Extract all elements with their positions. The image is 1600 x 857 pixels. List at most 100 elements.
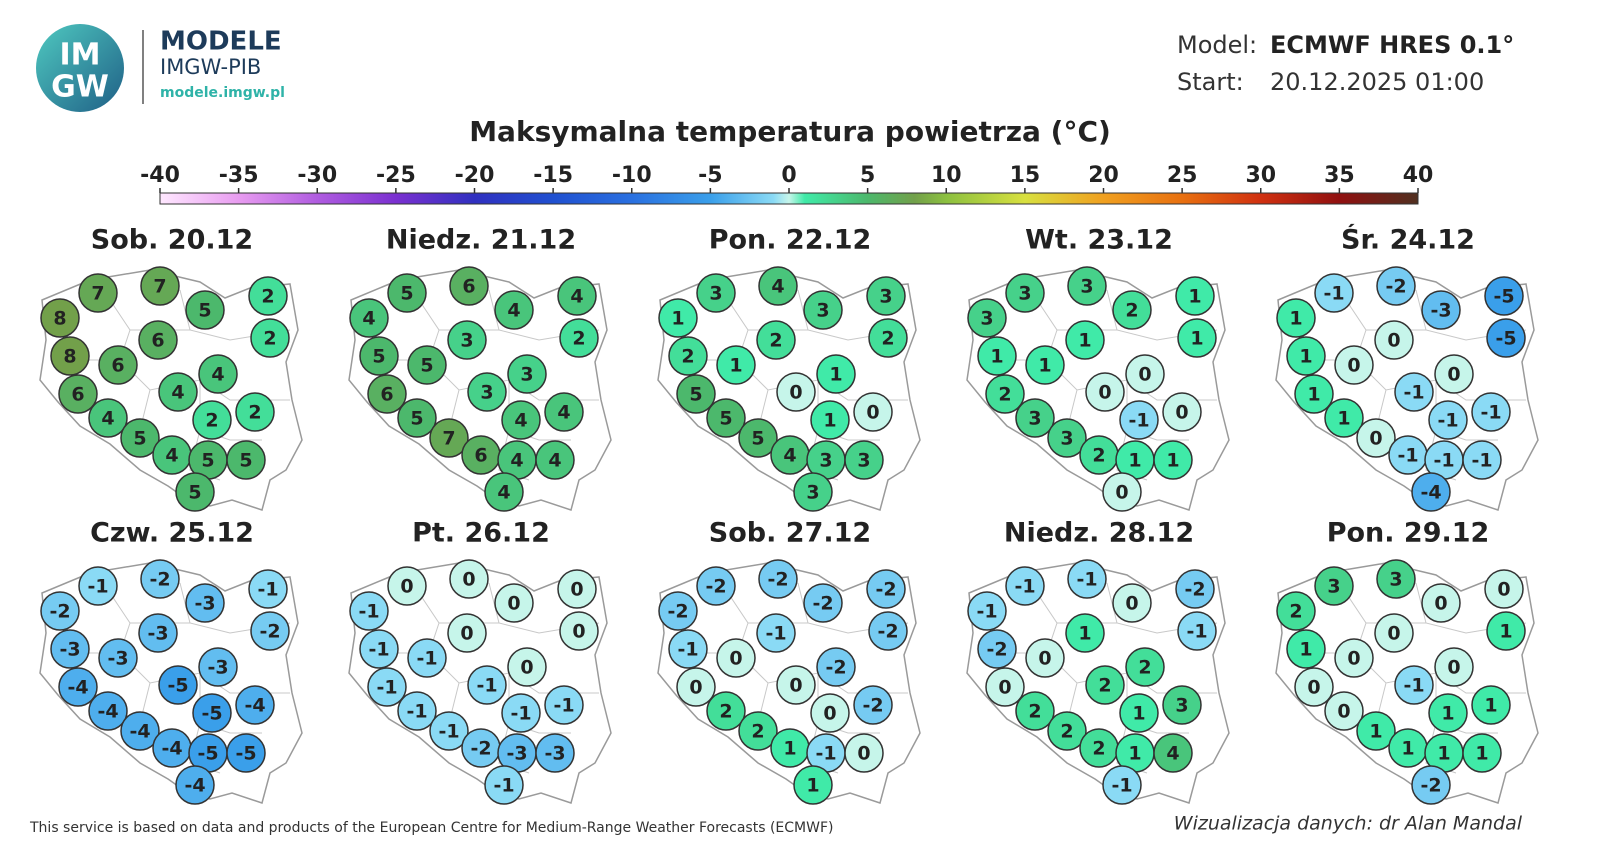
station-value: 4 xyxy=(362,308,375,330)
station-marker xyxy=(1162,685,1202,725)
station-value: 3 xyxy=(879,286,892,308)
logo: IM GW xyxy=(36,24,124,112)
station-value: 4 xyxy=(171,382,184,404)
station-marker xyxy=(484,472,524,512)
station-value: 0 xyxy=(460,623,473,645)
station-marker xyxy=(866,276,906,316)
station-marker xyxy=(1374,320,1414,360)
station-marker xyxy=(40,298,80,338)
station-marker xyxy=(1324,691,1364,731)
station-value: 4 xyxy=(101,408,114,430)
station-marker xyxy=(198,354,238,394)
station-marker xyxy=(676,374,716,414)
station-value: 0 xyxy=(1337,701,1350,723)
station-marker xyxy=(429,711,469,751)
station-marker xyxy=(1334,638,1374,678)
station-value: 1 xyxy=(1038,355,1051,377)
station-marker xyxy=(1334,345,1374,385)
station-marker xyxy=(658,591,698,631)
station-value: 1 xyxy=(783,738,796,760)
station-marker xyxy=(758,559,798,599)
station-marker xyxy=(756,320,796,360)
station-marker xyxy=(138,613,178,653)
station-marker xyxy=(985,374,1025,414)
station-marker xyxy=(668,629,708,669)
station-value: 2 xyxy=(1098,675,1111,697)
station-marker xyxy=(484,765,524,805)
station-marker xyxy=(387,566,427,606)
station-marker xyxy=(235,685,275,725)
station-marker xyxy=(501,693,541,733)
station-value: 1 xyxy=(1441,703,1454,725)
station-value: 5 xyxy=(410,408,423,430)
station-marker xyxy=(738,418,778,458)
station-value: -2 xyxy=(767,569,788,591)
station-value: 5 xyxy=(239,450,252,472)
station-marker xyxy=(447,320,487,360)
station-value: -2 xyxy=(149,569,170,591)
station-value: 4 xyxy=(165,445,178,467)
station-marker xyxy=(853,392,893,432)
station-value: 2 xyxy=(1138,657,1151,679)
station-marker xyxy=(1065,320,1105,360)
station-value: 1 xyxy=(1337,408,1350,430)
station-value: 1 xyxy=(1078,330,1091,352)
station-value: -5 xyxy=(235,743,256,765)
model-label: Model: xyxy=(1177,31,1257,59)
station-marker xyxy=(1428,693,1468,733)
station-value: 5 xyxy=(400,283,413,305)
station-value: 1 xyxy=(806,775,819,797)
station-marker xyxy=(557,276,597,316)
station-marker xyxy=(1421,583,1461,623)
station-marker xyxy=(1153,733,1193,773)
station-marker xyxy=(407,345,447,385)
station-marker xyxy=(853,685,893,725)
station-value: 4 xyxy=(557,402,570,424)
station-value: 0 xyxy=(1098,382,1111,404)
station-value: 4 xyxy=(514,410,527,432)
station-value: 0 xyxy=(400,576,413,598)
station-marker xyxy=(507,647,547,687)
station-marker xyxy=(1286,629,1326,669)
station-value: -1 xyxy=(677,639,698,661)
station-marker xyxy=(1314,566,1354,606)
station-value: 6 xyxy=(462,276,475,298)
station-value: 1 xyxy=(1437,743,1450,765)
station-value: 5 xyxy=(751,428,764,450)
station-marker xyxy=(1411,765,1451,805)
station-value: -3 xyxy=(506,743,527,765)
station-value: -5 xyxy=(1495,328,1516,350)
url[interactable]: modele.imgw.pl xyxy=(160,85,285,101)
colorbar-tick-label: -20 xyxy=(455,163,495,188)
station-value: 1 xyxy=(1484,695,1497,717)
station-value: -3 xyxy=(107,648,128,670)
station-marker xyxy=(1484,276,1524,316)
station-value: 0 xyxy=(1497,579,1510,601)
station-value: 5 xyxy=(201,450,214,472)
station-value: 2 xyxy=(261,286,274,308)
station-value: 8 xyxy=(63,346,76,368)
map-title: Sob. 20.12 xyxy=(91,225,253,256)
station-marker xyxy=(1177,611,1217,651)
station-value: 0 xyxy=(507,593,520,615)
station-marker xyxy=(185,583,225,623)
station-marker xyxy=(250,318,290,358)
station-marker xyxy=(449,266,489,306)
station-value: 4 xyxy=(570,286,583,308)
station-value: -1 xyxy=(1433,450,1454,472)
station-marker xyxy=(1374,613,1414,653)
station-value: 1 xyxy=(1078,623,1091,645)
station-value: 4 xyxy=(507,300,520,322)
station-value: -1 xyxy=(815,743,836,765)
station-marker xyxy=(1125,647,1165,687)
station-marker xyxy=(1486,318,1526,358)
station-marker xyxy=(985,667,1025,707)
station-marker xyxy=(1486,611,1526,651)
map-panel: Czw. 25.12-2-1 -2-3-1-2-3-3-3 -3-5-4-4 -5 -4… xyxy=(39,518,303,805)
station-value: 4 xyxy=(497,482,510,504)
station-marker xyxy=(535,733,575,773)
map-title: Niedz. 28.12 xyxy=(1004,518,1194,549)
